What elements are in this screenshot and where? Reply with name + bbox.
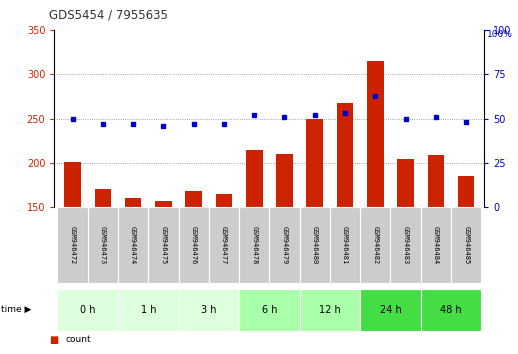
Bar — [391, 207, 421, 283]
Bar — [179, 289, 239, 331]
Text: 48 h: 48 h — [440, 305, 462, 315]
Bar — [360, 289, 421, 331]
Text: GSM946481: GSM946481 — [342, 226, 348, 264]
Text: 6 h: 6 h — [262, 305, 277, 315]
Text: 0 h: 0 h — [80, 305, 95, 315]
Bar — [57, 207, 88, 283]
Bar — [307, 119, 323, 207]
Text: GSM946480: GSM946480 — [312, 226, 318, 264]
Bar — [125, 198, 141, 207]
Text: GSM946478: GSM946478 — [251, 226, 257, 264]
Bar — [367, 61, 384, 207]
Text: GSM946475: GSM946475 — [161, 226, 166, 264]
Bar — [57, 289, 118, 331]
Bar — [360, 207, 391, 283]
Text: GSM946483: GSM946483 — [402, 226, 409, 264]
Bar — [185, 191, 202, 207]
Bar — [397, 159, 414, 207]
Bar — [239, 289, 299, 331]
Bar — [269, 207, 299, 283]
Bar — [421, 207, 451, 283]
Bar — [427, 155, 444, 207]
Bar — [421, 289, 481, 331]
Bar — [148, 207, 179, 283]
Text: 3 h: 3 h — [201, 305, 217, 315]
Bar — [118, 289, 179, 331]
Text: 12 h: 12 h — [319, 305, 341, 315]
Bar — [299, 289, 360, 331]
Bar — [94, 189, 111, 207]
Text: time ▶: time ▶ — [1, 305, 32, 314]
Text: GSM946473: GSM946473 — [100, 226, 106, 264]
Text: ■: ■ — [49, 335, 59, 345]
Text: GDS5454 / 7955635: GDS5454 / 7955635 — [49, 9, 168, 22]
Text: 1 h: 1 h — [140, 305, 156, 315]
Bar — [246, 149, 263, 207]
Text: GSM946484: GSM946484 — [433, 226, 439, 264]
Text: GSM946479: GSM946479 — [281, 226, 287, 264]
Text: 24 h: 24 h — [380, 305, 401, 315]
Text: GSM946472: GSM946472 — [69, 226, 76, 264]
Bar — [215, 194, 232, 207]
Text: 100%: 100% — [487, 30, 513, 39]
Bar — [179, 207, 209, 283]
Bar — [88, 207, 118, 283]
Bar — [276, 154, 293, 207]
Bar — [458, 176, 474, 207]
Text: GSM946474: GSM946474 — [130, 226, 136, 264]
Text: GSM946485: GSM946485 — [463, 226, 469, 264]
Bar — [209, 207, 239, 283]
Text: GSM946482: GSM946482 — [372, 226, 378, 264]
Bar — [299, 207, 330, 283]
Text: GSM946477: GSM946477 — [221, 226, 227, 264]
Bar — [239, 207, 269, 283]
Bar — [330, 207, 360, 283]
Text: count: count — [66, 335, 91, 344]
Bar — [64, 162, 81, 207]
Bar — [118, 207, 148, 283]
Text: GSM946476: GSM946476 — [191, 226, 197, 264]
Bar — [155, 201, 171, 207]
Bar — [451, 207, 481, 283]
Bar — [337, 103, 353, 207]
